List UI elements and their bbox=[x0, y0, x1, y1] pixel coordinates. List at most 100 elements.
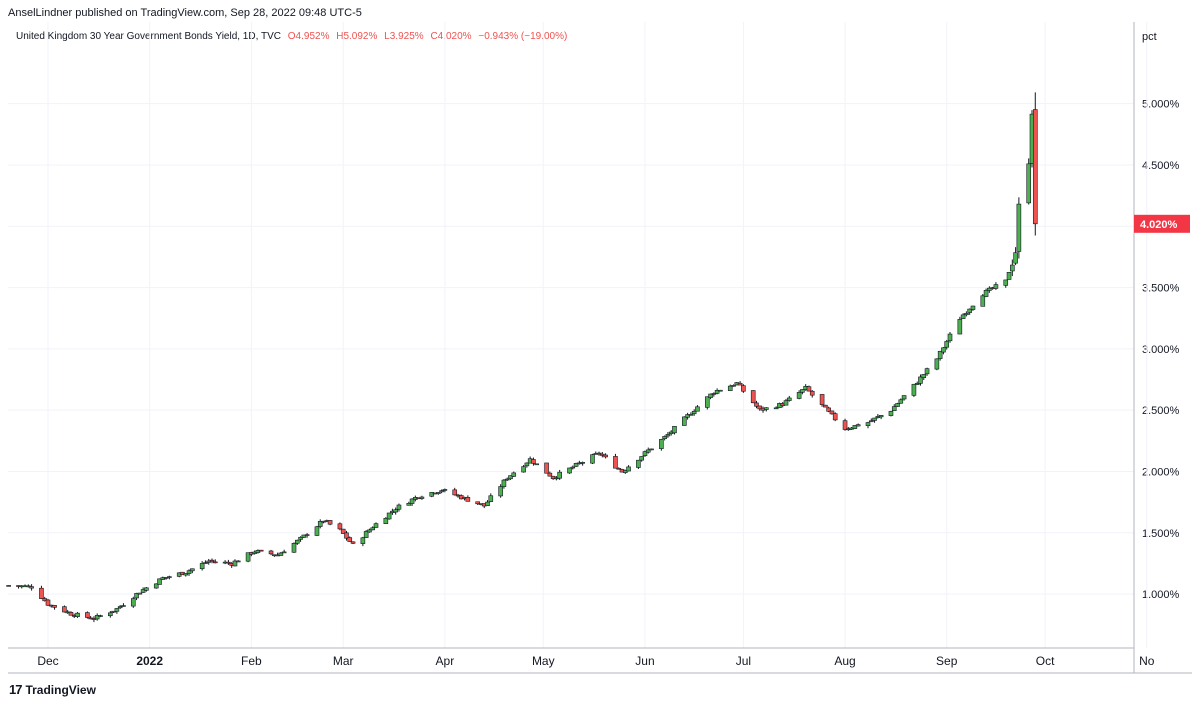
candle-body bbox=[829, 410, 835, 415]
candle-body bbox=[1013, 252, 1018, 264]
candle-body bbox=[573, 463, 579, 467]
candle-body bbox=[39, 587, 44, 599]
candle-body bbox=[891, 406, 897, 411]
candle-body bbox=[596, 452, 602, 455]
candle-body bbox=[114, 608, 120, 612]
tradingview-watermark[interactable]: 17 TradingView bbox=[9, 682, 96, 697]
x-tick-label: Jun bbox=[635, 654, 654, 668]
candle-body bbox=[75, 612, 80, 617]
candle-body bbox=[967, 308, 972, 313]
y-tick-label: 3.500% bbox=[1142, 283, 1180, 295]
x-tick-label: Apr bbox=[436, 654, 455, 668]
candle-body bbox=[6, 585, 11, 587]
candle-body bbox=[783, 400, 789, 406]
candle-body bbox=[842, 420, 848, 430]
candle-body bbox=[901, 395, 907, 400]
y-tick-label: 1.500% bbox=[1142, 528, 1180, 540]
candle-body bbox=[924, 368, 930, 375]
candle-body bbox=[281, 551, 287, 554]
candle-body bbox=[685, 414, 690, 418]
y-axis-unit-label: pct bbox=[1142, 31, 1157, 43]
candle-body bbox=[819, 394, 825, 405]
candle-body bbox=[511, 472, 517, 477]
candle-body bbox=[475, 501, 480, 505]
candle-body bbox=[291, 543, 297, 553]
candle-body bbox=[649, 448, 654, 451]
candle-body bbox=[993, 284, 999, 289]
x-tick-label: No bbox=[1139, 654, 1155, 668]
legend-high: H5.092% bbox=[336, 31, 378, 42]
candle-body bbox=[937, 350, 943, 359]
candle-body bbox=[111, 610, 116, 613]
x-tick-label: May bbox=[532, 654, 555, 668]
candle-body bbox=[485, 501, 490, 507]
candle-body bbox=[983, 289, 989, 297]
candle-body bbox=[340, 528, 346, 534]
candle-body bbox=[550, 475, 556, 479]
candle-body bbox=[294, 539, 300, 544]
candle-body bbox=[773, 407, 779, 410]
candle-body bbox=[1026, 163, 1032, 204]
candle-body bbox=[704, 396, 710, 408]
candle-body bbox=[800, 389, 805, 393]
legend-low: L3.925% bbox=[384, 31, 424, 42]
candle-body bbox=[823, 404, 828, 408]
candle-body bbox=[688, 414, 694, 416]
candle-body bbox=[570, 466, 576, 469]
candle-body bbox=[203, 562, 208, 564]
candle-body bbox=[964, 313, 969, 316]
last-price-badge bbox=[1134, 214, 1190, 233]
candle-body bbox=[521, 466, 526, 473]
candle-body bbox=[914, 383, 920, 385]
candle-body bbox=[796, 392, 802, 399]
candle-body bbox=[750, 390, 756, 404]
candle-body bbox=[642, 451, 648, 456]
candle-body bbox=[268, 550, 274, 555]
candle-body bbox=[868, 420, 874, 423]
candle-body bbox=[153, 583, 159, 589]
candle-body bbox=[947, 333, 953, 342]
candle-body bbox=[429, 492, 435, 497]
candle-body bbox=[62, 606, 67, 613]
candle-body bbox=[45, 599, 51, 606]
candle-body bbox=[911, 383, 917, 396]
candle-body bbox=[524, 462, 530, 467]
candle-body bbox=[691, 410, 697, 415]
candle-body bbox=[498, 486, 503, 497]
candle-body bbox=[757, 405, 763, 410]
candle-body bbox=[731, 385, 736, 387]
candle-body bbox=[708, 393, 713, 398]
candle-body bbox=[941, 347, 946, 353]
candle-body bbox=[616, 467, 622, 470]
candle-body bbox=[504, 478, 510, 481]
candle-body bbox=[301, 534, 307, 538]
y-tick-label: 2.000% bbox=[1142, 466, 1180, 478]
chart-area[interactable]: 1.000%1.500%2.000%2.500%3.000%3.500%4.00… bbox=[6, 22, 1192, 674]
candle-body bbox=[209, 559, 215, 562]
candle-body bbox=[639, 456, 644, 461]
candle-body bbox=[934, 358, 940, 370]
candle-body bbox=[393, 509, 398, 513]
candle-body bbox=[659, 439, 664, 449]
candle-body bbox=[232, 560, 238, 567]
candle-body bbox=[144, 587, 149, 591]
candle-body bbox=[764, 407, 769, 410]
x-tick-label: Jul bbox=[736, 654, 751, 668]
candle-body bbox=[1006, 272, 1012, 280]
candlestick-chart[interactable]: 1.000%1.500%2.000%2.500%3.000%3.500%4.00… bbox=[0, 0, 1192, 684]
candle-body bbox=[304, 534, 310, 536]
candle-body bbox=[508, 475, 513, 480]
candle-body bbox=[921, 374, 927, 378]
candle-body bbox=[980, 295, 986, 307]
candle-body bbox=[636, 459, 641, 468]
tradingview-logo-icon: 17 bbox=[9, 682, 23, 697]
candle-body bbox=[29, 586, 34, 589]
candle-body bbox=[741, 385, 746, 392]
symbol-legend[interactable]: United Kingdom 30 Year Government Bonds … bbox=[16, 31, 567, 42]
candle-body bbox=[190, 568, 195, 572]
candle-body bbox=[363, 531, 369, 538]
candle-body bbox=[314, 526, 320, 536]
candle-body bbox=[419, 496, 425, 499]
candle-body bbox=[727, 385, 733, 391]
candle-body bbox=[809, 390, 815, 396]
